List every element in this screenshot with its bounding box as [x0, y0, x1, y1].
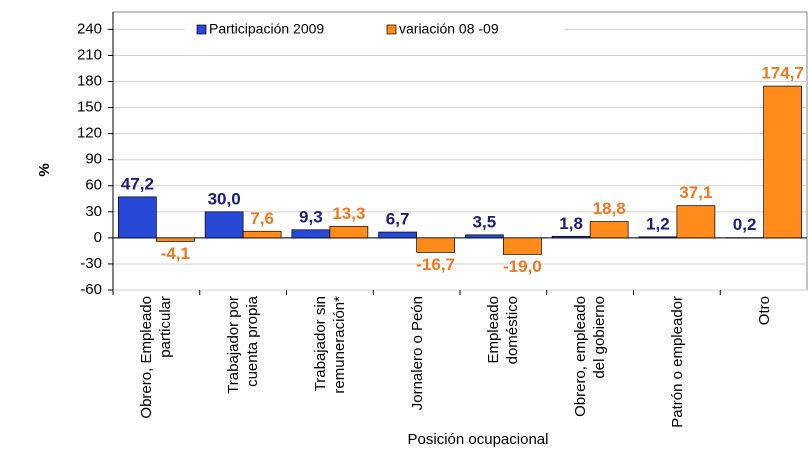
x-axis-title: Posición ocupacional	[408, 431, 549, 448]
bar	[118, 196, 157, 239]
x-tick-label: Obrero, Empleado particular	[121, 296, 191, 436]
x-tick-text: Otro	[755, 296, 773, 326]
bar	[329, 225, 369, 239]
bar	[156, 237, 195, 242]
x-tick-text: Empleado doméstico	[485, 296, 522, 365]
x-tick-label: Obrero, empleado del gobierno	[555, 296, 625, 436]
y-tick-label: 90	[85, 151, 102, 168]
y-tick-label: 120	[77, 125, 102, 142]
value-label: 37,1	[679, 183, 712, 202]
bar	[763, 85, 802, 239]
bar	[291, 229, 331, 239]
x-tick-label: Trabajador sin remuneración*	[295, 296, 365, 436]
bar	[589, 221, 629, 239]
y-tick-label: -60	[80, 281, 102, 298]
y-tick-label: 210	[77, 46, 102, 63]
x-tick-text: Patrón o empleador	[668, 296, 686, 428]
value-label: 9,3	[299, 207, 323, 226]
y-axis-title: %	[36, 163, 53, 176]
x-tick-text: Obrero, Empleado particular	[138, 296, 175, 419]
bar	[204, 211, 244, 239]
bar	[676, 205, 716, 239]
bar	[242, 230, 282, 239]
value-label: 1,8	[559, 214, 583, 233]
bar	[416, 237, 455, 253]
x-tick-text: Obrero, empleado del gobierno	[572, 296, 609, 417]
legend-box	[185, 20, 565, 42]
y-tick-label: 30	[85, 203, 102, 220]
y-tick-label: 180	[77, 72, 102, 89]
x-tick-text: Jornalero o Peón	[408, 296, 426, 411]
value-label: 30,0	[208, 189, 241, 208]
y-tick-label: 240	[77, 20, 102, 37]
value-label: -4,1	[161, 244, 190, 263]
x-tick-text: Trabajador por cuenta propia	[225, 296, 262, 394]
value-label: 47,2	[121, 174, 154, 193]
y-tick-label: -30	[80, 255, 102, 272]
x-tick-label: Otro	[729, 296, 799, 436]
value-label: 0,2	[733, 215, 757, 234]
value-label: 6,7	[386, 210, 410, 229]
x-tick-label: Jornalero o Peón	[382, 296, 452, 436]
y-tick-label: 60	[85, 177, 102, 194]
legend-label: variación 08 -09	[399, 21, 499, 37]
bar	[378, 231, 417, 239]
legend-swatch	[196, 24, 207, 35]
value-label: 3,5	[473, 212, 497, 231]
value-label: 13,3	[332, 204, 365, 223]
x-tick-label: Trabajador por cuenta propia	[208, 296, 278, 436]
bar	[638, 236, 678, 239]
x-tick-label: Empleado doméstico	[468, 296, 538, 436]
value-label: 7,6	[250, 209, 274, 228]
value-label: -16,7	[416, 255, 455, 274]
y-tick-label: 150	[77, 99, 102, 116]
legend-label: Participación 2009	[209, 21, 324, 37]
bar	[551, 235, 591, 239]
bar	[465, 234, 504, 239]
x-tick-label: Patrón o empleador	[642, 296, 712, 436]
bar	[503, 237, 542, 255]
x-tick-text: Trabajador sin remuneración*	[311, 296, 348, 394]
value-label: 174,7	[761, 64, 804, 83]
y-tick-label: 0	[94, 229, 102, 246]
value-label: 18,8	[593, 199, 626, 218]
value-label: 1,2	[646, 214, 670, 233]
legend-swatch	[386, 24, 397, 35]
value-label: -19,0	[503, 257, 542, 276]
plot-frame	[112, 11, 808, 291]
